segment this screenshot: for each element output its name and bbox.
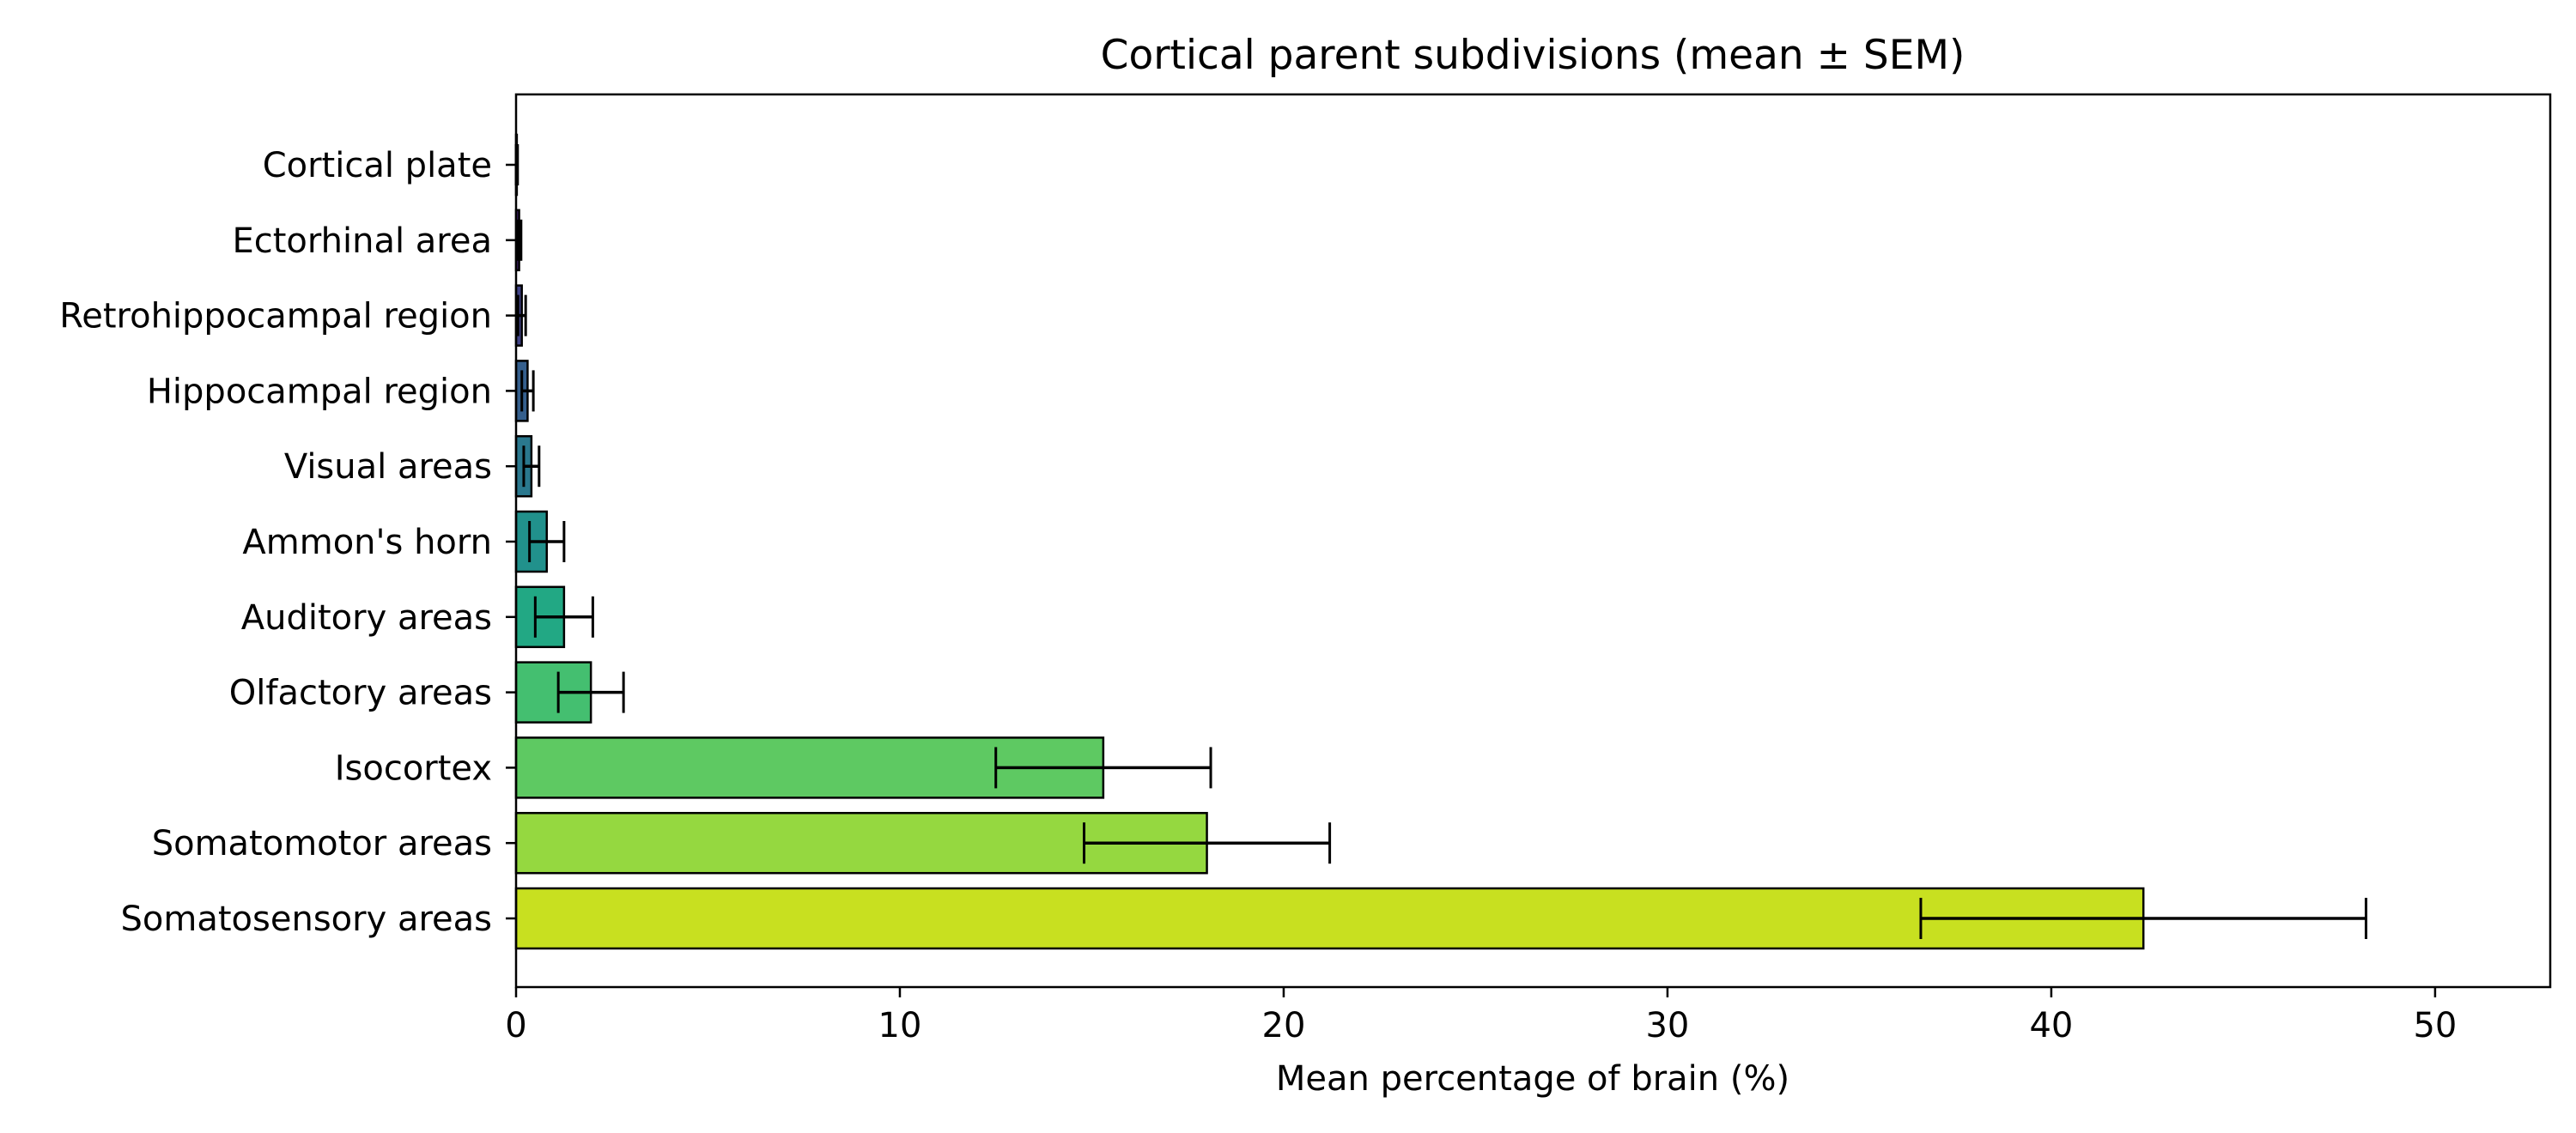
y-tick-label: Olfactory areas bbox=[229, 674, 492, 713]
error-bar bbox=[522, 445, 541, 488]
y-tick-label: Retrohippocampal region bbox=[59, 297, 492, 336]
error-bar bbox=[556, 671, 625, 713]
x-axis-title: Mean percentage of brain (%) bbox=[1276, 1059, 1789, 1099]
error-bar bbox=[528, 521, 566, 562]
y-tick-label: Somatomotor areas bbox=[152, 824, 492, 863]
error-bar bbox=[515, 219, 523, 261]
x-tick-label: 50 bbox=[2413, 1006, 2457, 1045]
x-tick-label: 0 bbox=[505, 1006, 526, 1045]
x-tick-label: 30 bbox=[1645, 1006, 1689, 1045]
error-bar bbox=[994, 747, 1212, 789]
y-tick-label: Hippocampal region bbox=[147, 372, 492, 411]
x-tick-label: 40 bbox=[2029, 1006, 2073, 1045]
x-tick-label: 20 bbox=[1262, 1006, 1306, 1045]
plot-frame bbox=[514, 93, 2552, 989]
y-tick-label: Cortical plate bbox=[263, 146, 492, 185]
bar bbox=[514, 887, 2145, 950]
x-axis: 0 10 20 30 40 50 bbox=[505, 987, 2457, 1045]
y-tick-label: Isocortex bbox=[335, 748, 492, 788]
y-tick-label: Ammon's horn bbox=[242, 523, 492, 562]
y-tick-label: Somatosensory areas bbox=[121, 900, 492, 939]
x-tick-label: 10 bbox=[878, 1006, 922, 1045]
error-bar bbox=[533, 596, 594, 638]
error-bar bbox=[1083, 822, 1332, 864]
y-tick-label: Ectorhinal area bbox=[232, 221, 492, 261]
chart-title: Cortical parent subdivisions (mean ± SEM… bbox=[1101, 32, 1965, 79]
error-bar bbox=[516, 294, 527, 336]
error-bar bbox=[520, 370, 535, 412]
error-bar bbox=[1919, 898, 2367, 939]
y-tick-label: Auditory areas bbox=[241, 598, 492, 638]
y-axis: Cortical plate Ectorhinal area Retrohippoc… bbox=[59, 146, 516, 939]
y-tick-label: Visual areas bbox=[284, 447, 492, 487]
